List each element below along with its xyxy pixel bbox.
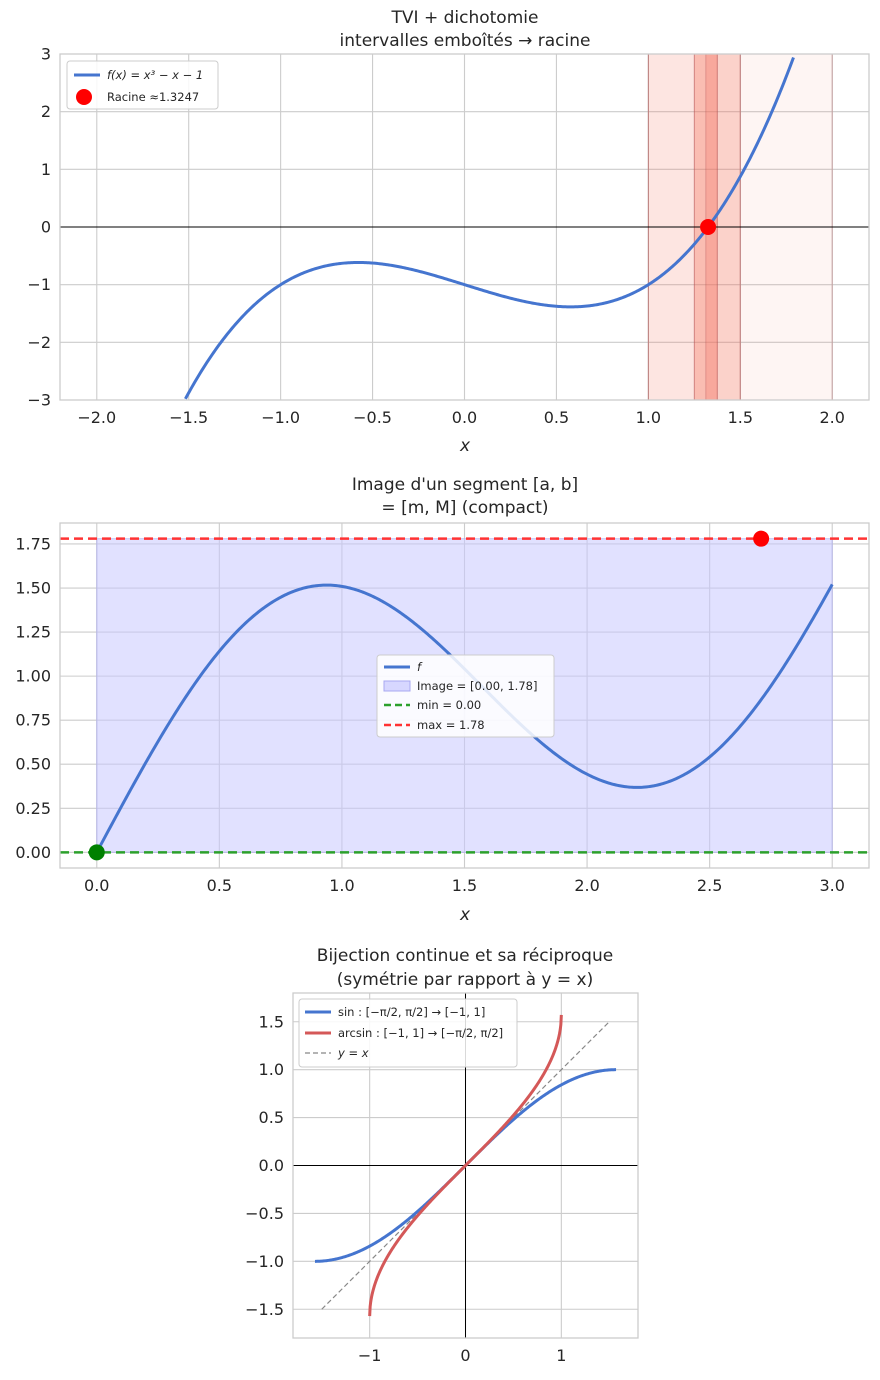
c1-x-tick-label: −1.0 bbox=[261, 408, 300, 427]
c1-x-tick-label: −2.0 bbox=[77, 408, 116, 427]
chart-3-arcsin-curve bbox=[368, 1014, 563, 1317]
chart-2-legend-max-label: max = 1.78 bbox=[417, 718, 485, 732]
c1-y-tick-label: 3 bbox=[41, 45, 51, 64]
chart-2-legend-band-label: Image = [0.00, 1.78] bbox=[417, 679, 537, 693]
chart-2-legend-band-swatch bbox=[383, 680, 411, 692]
chart-3-plot-frame bbox=[292, 992, 639, 1339]
c2-x-tick-label: 1.5 bbox=[452, 876, 477, 895]
c2-y-tick-label: 1.50 bbox=[15, 579, 51, 598]
c1-y-tick-label: 2 bbox=[41, 102, 51, 121]
c3-x-tick-label: 1 bbox=[556, 1346, 566, 1365]
c1-x-tick-label: 0.5 bbox=[544, 408, 569, 427]
c3-y-tick-label: 0.0 bbox=[259, 1156, 284, 1175]
c2-y-tick-label: 0.50 bbox=[15, 755, 51, 774]
chart-3-title-line2: (symétrie par rapport à y = x) bbox=[337, 970, 594, 990]
chart-3-title-line1: Bijection continue et sa réciproque bbox=[317, 946, 613, 966]
c1-y-tick-label: −3 bbox=[27, 391, 51, 410]
c2-y-tick-label: 0.25 bbox=[15, 799, 51, 818]
chart-2-x-label: x bbox=[459, 905, 471, 925]
c3-y-tick-label: 0.5 bbox=[259, 1108, 284, 1127]
chart-2-legend-min-label: min = 0.00 bbox=[417, 698, 481, 712]
c3-y-tick-label: −1.0 bbox=[245, 1252, 284, 1271]
c2-x-tick-label: 2.5 bbox=[697, 876, 722, 895]
chart-2-legend-curve-label: f bbox=[417, 660, 423, 674]
chart-2-y-ticks: 0.00 0.25 0.50 0.75 1.00 1.25 1.50 1.75 bbox=[15, 534, 51, 861]
chart-3-legend-arcsin-label: arcsin : [−1, 1] → [−π/2, π/2] bbox=[338, 1026, 503, 1040]
chart-3-x-ticks: −1 0 1 bbox=[358, 1346, 567, 1365]
c1-y-tick-label: −2 bbox=[27, 333, 51, 352]
chart-3-legend-sin-label: sin : [−π/2, π/2] → [−1, 1] bbox=[338, 1005, 485, 1019]
c1-x-tick-label: 0.0 bbox=[452, 408, 477, 427]
chart-1-legend-root-label: Racine ≈1.3247 bbox=[107, 90, 199, 104]
chart-1-bisection: TVI + dichotomie intervalles emboîtés → … bbox=[27, 8, 870, 456]
chart-2-title-line1: Image d'un segment [a, b] bbox=[352, 475, 578, 495]
chart-3-legend: sin : [−π/2, π/2] → [−1, 1] arcsin : [−1… bbox=[298, 998, 518, 1068]
c3-x-tick-label: −1 bbox=[358, 1346, 382, 1365]
c1-y-tick-label: 1 bbox=[41, 160, 51, 179]
chart-3-legend-identity-label: y = x bbox=[337, 1046, 369, 1060]
chart-1-plot-frame bbox=[59, 53, 870, 401]
c1-x-tick-label: −1.5 bbox=[169, 408, 208, 427]
c1-x-tick-label: 1.5 bbox=[728, 408, 753, 427]
chart-1-title-line1: TVI + dichotomie bbox=[391, 8, 539, 28]
chart-1-y-ticks: −3 −2 −1 0 1 2 3 bbox=[27, 45, 51, 410]
chart-1-x-ticks: −2.0 −1.5 −1.0 −0.5 0.0 0.5 1.0 1.5 2.0 bbox=[77, 408, 845, 427]
chart-1-root-point bbox=[700, 219, 717, 235]
c2-y-tick-label: 1.25 bbox=[15, 623, 51, 642]
chart-3-y-ticks: −1.5 −1.0 −0.5 0.0 0.5 1.0 1.5 bbox=[245, 1012, 284, 1319]
c3-y-tick-label: 1.5 bbox=[259, 1012, 284, 1031]
c2-x-tick-label: 0.0 bbox=[84, 876, 109, 895]
chart-1-legend-root-swatch bbox=[76, 89, 92, 105]
chart-3-bijection: Bijection continue et sa réciproque (sym… bbox=[245, 946, 639, 1365]
c2-x-tick-label: 3.0 bbox=[820, 876, 845, 895]
c1-y-tick-label: 0 bbox=[41, 218, 51, 237]
chart-1-legend: f(x) = x³ − x − 1 Racine ≈1.3247 bbox=[66, 60, 219, 110]
chart-1-title-line2: intervalles emboîtés → racine bbox=[340, 31, 591, 51]
c3-x-tick-label: 0 bbox=[460, 1346, 470, 1365]
c2-y-tick-label: 0.00 bbox=[15, 843, 51, 862]
chart-2-plot-frame bbox=[59, 522, 870, 869]
c1-y-tick-label: −1 bbox=[27, 275, 51, 294]
c1-x-tick-label: −0.5 bbox=[353, 408, 392, 427]
chart-2-compact-image: Image d'un segment [a, b] = [m, M] (comp… bbox=[15, 475, 870, 925]
c2-y-tick-label: 1.75 bbox=[15, 534, 51, 553]
c2-x-tick-label: 1.0 bbox=[329, 876, 354, 895]
c3-y-tick-label: −0.5 bbox=[245, 1204, 284, 1223]
chart-2-x-ticks: 0.0 0.5 1.0 1.5 2.0 2.5 3.0 bbox=[84, 876, 845, 895]
c3-y-tick-label: 1.0 bbox=[259, 1060, 284, 1079]
chart-2-min-point bbox=[88, 844, 105, 861]
chart-2-max-point bbox=[753, 530, 770, 547]
c1-x-tick-label: 2.0 bbox=[820, 408, 845, 427]
c3-y-tick-label: −1.5 bbox=[245, 1300, 284, 1319]
c2-x-tick-label: 0.5 bbox=[207, 876, 232, 895]
c2-y-tick-label: 1.00 bbox=[15, 667, 51, 686]
chart-1-function-curve bbox=[184, 56, 795, 400]
chart-1-legend-curve-label: f(x) = x³ − x − 1 bbox=[107, 68, 203, 82]
c2-x-tick-label: 2.0 bbox=[574, 876, 599, 895]
chart-1-x-label: x bbox=[459, 436, 471, 456]
chart-2-title-line2: = [m, M] (compact) bbox=[381, 498, 548, 518]
c2-y-tick-label: 0.75 bbox=[15, 711, 51, 730]
chart-2-legend: f Image = [0.00, 1.78] min = 0.00 max = … bbox=[376, 654, 555, 738]
c1-x-tick-label: 1.0 bbox=[636, 408, 661, 427]
